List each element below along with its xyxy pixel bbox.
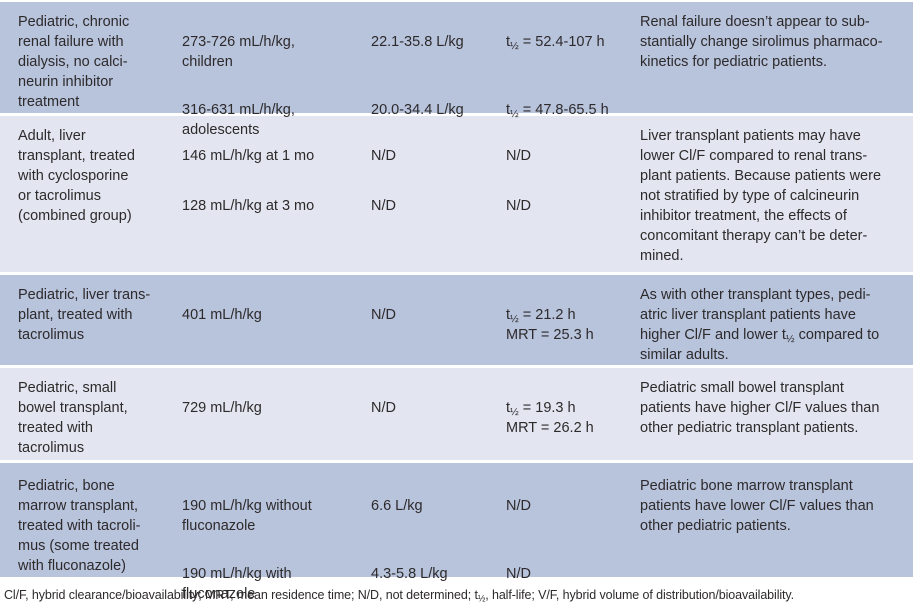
half-life-value: t½ = 21.2 h MRT = 25.3 h	[506, 307, 594, 343]
half-life-value: t½ = 52.4-107 h	[506, 34, 605, 52]
volume-value: N/D	[371, 198, 396, 214]
clearance-cell: 401 mL/h/kg	[182, 285, 371, 365]
volume-cell: 22.1-35.8 L/kg 20.0-34.4 L/kg	[371, 12, 506, 168]
table-row: Pediatric, chronic renal failure with di…	[0, 2, 913, 138]
population-cell: Pediatric, liver trans- plant, treated w…	[18, 287, 151, 343]
volume-value: 22.1-35.8 L/kg	[371, 34, 464, 50]
volume-cell: N/D N/D	[371, 126, 506, 272]
clearance-cell: 190 mL/h/kg without fluconazole 190 mL/h…	[182, 476, 371, 610]
half-life-value: t½ = 19.3 h MRT = 26.2 h	[506, 400, 594, 436]
half-life-value: N/D	[506, 198, 531, 214]
comment-cell: Renal failure doesn’t appear to sub- sta…	[640, 14, 883, 70]
clearance-value: 128 mL/h/kg at 3 mo	[182, 198, 315, 214]
half-life-value: N/D	[506, 498, 531, 514]
comment-cell: Liver transplant patients may have lower…	[640, 128, 882, 264]
clearance-cell: 729 mL/h/kg	[182, 378, 371, 460]
half-life-cell: N/D N/D	[506, 476, 640, 610]
clearance-value: 273-726 mL/h/kg, children	[182, 34, 295, 70]
volume-cell: 6.6 L/kg 4.3-5.8 L/kg	[371, 476, 506, 610]
clearance-value: 316-631 mL/h/kg, adolescents	[182, 102, 295, 138]
volume-cell: N/D	[371, 285, 506, 365]
population-cell: Adult, liver transplant, treated with cy…	[18, 128, 135, 224]
half-life-cell: t½ = 21.2 h MRT = 25.3 h	[506, 285, 640, 365]
half-life-value: N/D	[506, 148, 531, 164]
clearance-cell: 146 mL/h/kg at 1 mo 128 mL/h/kg at 3 mo	[182, 126, 371, 272]
half-life-value: N/D	[506, 566, 531, 582]
population-cell: Pediatric, small bowel transplant, treat…	[18, 380, 128, 456]
volume-value: N/D	[371, 148, 396, 164]
volume-value: N/D	[371, 307, 396, 323]
comment-cell: Pediatric small bowel transplant patient…	[640, 380, 880, 436]
table-row: Pediatric, small bowel transplant, treat…	[0, 368, 913, 460]
clearance-value: 190 mL/h/kg with fluconazole	[182, 566, 292, 602]
table-row: Pediatric, liver trans- plant, treated w…	[0, 275, 913, 365]
comment-cell: As with other transplant types, pedi- at…	[640, 287, 880, 363]
half-life-cell: N/D N/D	[506, 126, 640, 272]
volume-cell: N/D	[371, 378, 506, 460]
volume-value: 6.6 L/kg	[371, 498, 423, 514]
table-footnote: Cl/F, hybrid clearance/bioavailability; …	[4, 588, 795, 604]
clearance-value: 401 mL/h/kg	[182, 307, 262, 323]
clearance-value: 190 mL/h/kg without fluconazole	[182, 498, 312, 534]
volume-value: 20.0-34.4 L/kg	[371, 102, 464, 118]
table-row: Adult, liver transplant, treated with cy…	[0, 116, 913, 272]
clearance-cell: 273-726 mL/h/kg, children 316-631 mL/h/k…	[182, 12, 371, 168]
half-life-value: t½ = 47.8-65.5 h	[506, 102, 609, 120]
volume-value: N/D	[371, 400, 396, 416]
clearance-value: 146 mL/h/kg at 1 mo	[182, 148, 315, 164]
half-life-cell: t½ = 52.4-107 h t½ = 47.8-65.5 h	[506, 12, 640, 168]
population-cell: Pediatric, chronic renal failure with di…	[18, 14, 130, 110]
table-row: Pediatric, bone marrow transplant, treat…	[0, 463, 913, 602]
half-life-cell: t½ = 19.3 h MRT = 26.2 h	[506, 378, 640, 460]
population-cell: Pediatric, bone marrow transplant, treat…	[18, 478, 141, 574]
volume-value: 4.3-5.8 L/kg	[371, 566, 448, 582]
comment-cell: Pediatric bone marrow transplant patient…	[640, 478, 874, 534]
clearance-value: 729 mL/h/kg	[182, 400, 262, 416]
